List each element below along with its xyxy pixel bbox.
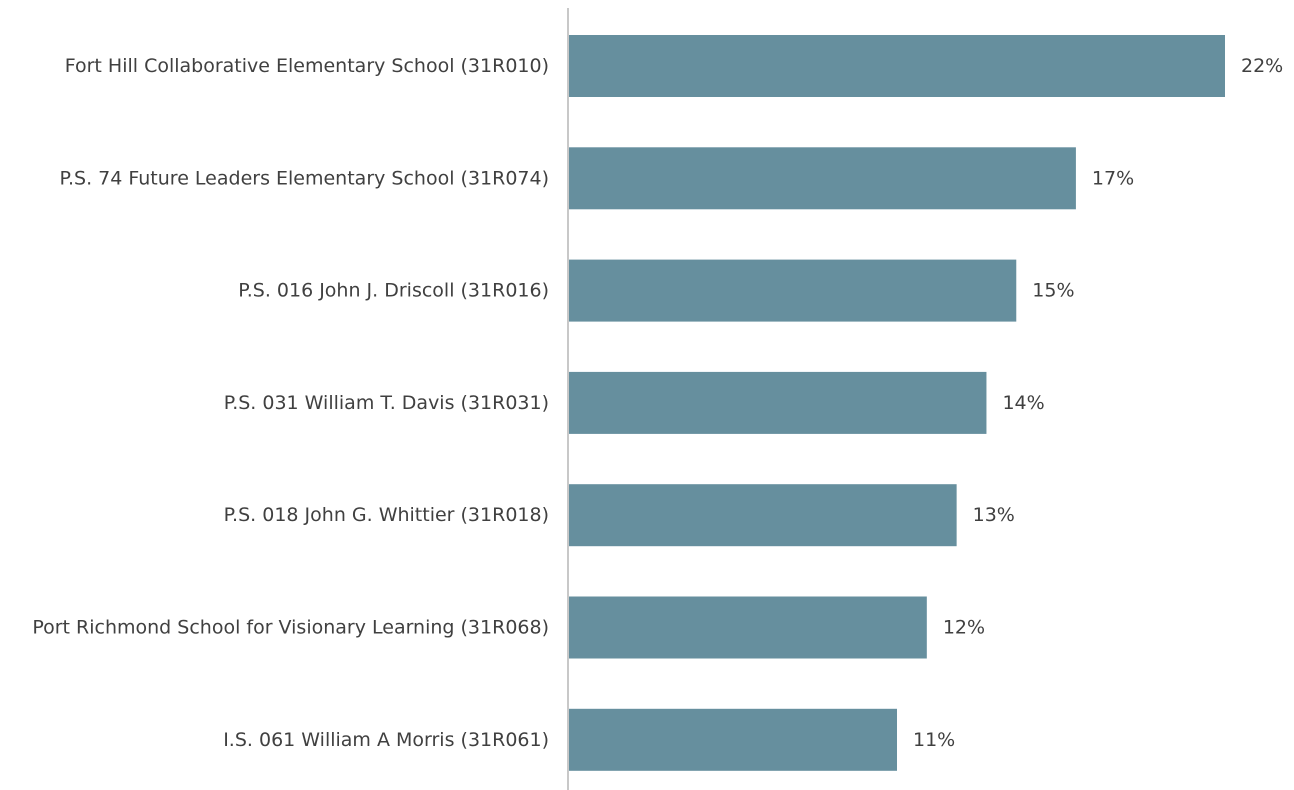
data-label: 13% [973, 504, 1015, 526]
category-label: Port Richmond School for Visionary Learn… [32, 617, 549, 639]
bar [569, 259, 1017, 322]
value-labels-group: 22% 17% 15% 14% 13% 12% 11% [913, 55, 1283, 751]
data-label: 11% [913, 729, 955, 751]
category-label: Fort Hill Collaborative Elementary Schoo… [65, 55, 549, 77]
bar [569, 596, 927, 659]
bar [569, 35, 1225, 97]
category-label: I.S. 061 William A Morris (31R061) [223, 729, 549, 751]
bar [569, 147, 1076, 210]
bars-group [569, 35, 1225, 771]
data-label: 12% [943, 617, 985, 639]
data-label: 22% [1241, 55, 1283, 77]
category-label: P.S. 031 William T. Davis (31R031) [224, 392, 549, 414]
bar [569, 371, 987, 434]
category-label: P.S. 016 John J. Driscoll (31R016) [238, 280, 549, 302]
data-label: 15% [1032, 280, 1074, 302]
data-label: 14% [1002, 392, 1044, 414]
category-label: P.S. 74 Future Leaders Elementary School… [59, 167, 549, 189]
data-label: 17% [1092, 167, 1134, 189]
category-label: P.S. 018 John G. Whittier (31R018) [224, 504, 549, 526]
bar [569, 708, 897, 771]
category-labels-group: Fort Hill Collaborative Elementary Schoo… [32, 55, 549, 751]
bar [569, 484, 957, 547]
